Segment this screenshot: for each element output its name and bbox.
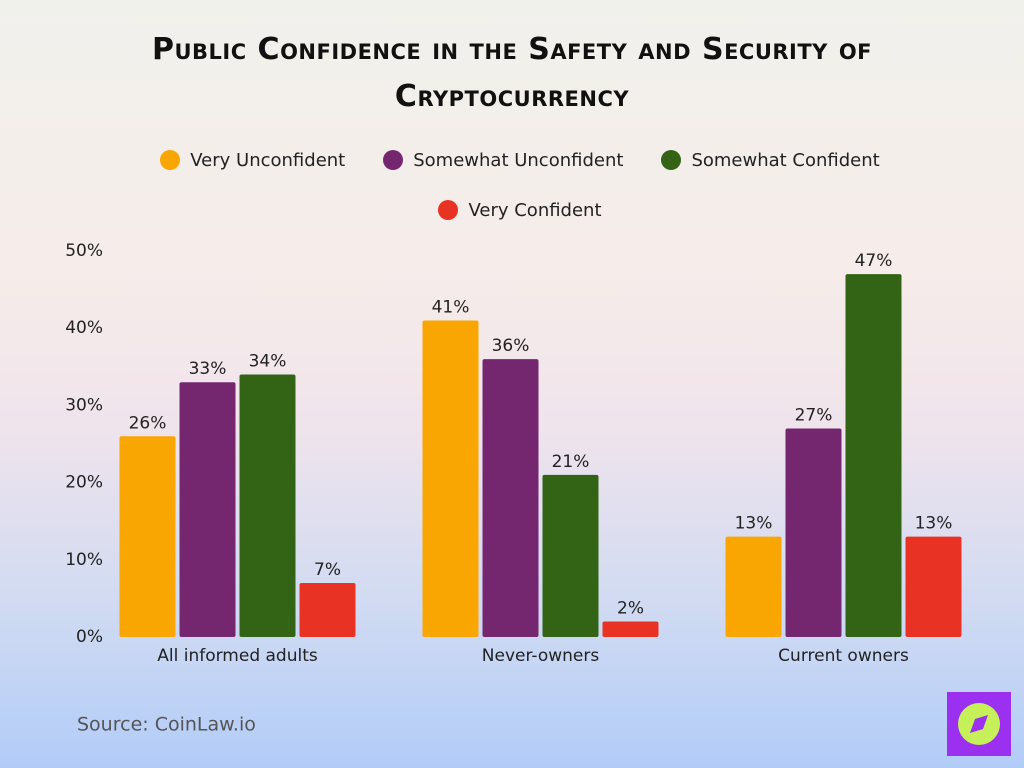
value-label: 13%	[915, 514, 953, 534]
bar	[179, 382, 236, 637]
legend-label: Very Unconfident	[190, 149, 346, 171]
bar	[602, 621, 659, 637]
y-tick-label: 30%	[65, 395, 103, 415]
bar	[785, 428, 842, 637]
value-label: 13%	[735, 514, 773, 534]
value-label: 41%	[432, 297, 470, 317]
bar	[725, 536, 782, 637]
y-tick-label: 0%	[76, 627, 103, 647]
logo	[947, 692, 1011, 756]
bar	[119, 436, 176, 637]
bar	[542, 474, 599, 637]
chart-title: Public Confidence in the Safety and Secu…	[151, 32, 873, 114]
value-label: 26%	[129, 413, 167, 433]
legend-label: Somewhat Unconfident	[413, 149, 624, 171]
bar	[239, 374, 296, 637]
legend-marker	[160, 150, 181, 170]
legend-label: Somewhat Confident	[691, 149, 880, 171]
bar	[422, 320, 479, 637]
legend-label: Very Confident	[468, 199, 602, 221]
x-tick-label: Current owners	[778, 646, 909, 666]
source: Source: CoinLaw.io	[77, 714, 256, 736]
legend-marker	[438, 200, 459, 220]
value-label: 21%	[552, 452, 590, 472]
y-tick-label: 10%	[65, 550, 103, 570]
value-label: 27%	[795, 406, 833, 426]
legend-item: Very Unconfident	[160, 148, 345, 172]
legend-marker	[383, 150, 404, 170]
legend-item: Very Confident	[438, 198, 602, 222]
x-tick-label: Never-owners	[482, 646, 600, 666]
y-tick-label: 40%	[65, 318, 103, 338]
value-label: 2%	[617, 599, 644, 619]
x-tick-label: All informed adults	[157, 646, 318, 666]
legend-item: Somewhat Confident	[661, 148, 880, 172]
legend: Very Unconfident Somewhat Unconfident Some…	[120, 148, 920, 222]
value-label: 36%	[492, 336, 530, 356]
logo-needle	[970, 715, 988, 733]
value-label: 47%	[855, 251, 893, 271]
bar	[845, 274, 902, 637]
value-label: 33%	[189, 359, 227, 379]
value-label: 34%	[249, 352, 287, 372]
y-tick-label: 20%	[65, 473, 103, 493]
y-tick-label: 50%	[65, 241, 103, 261]
bar	[482, 359, 539, 637]
bar	[299, 582, 356, 637]
legend-item: Somewhat Unconfident	[383, 148, 623, 172]
bar	[905, 536, 962, 637]
legend-marker	[661, 150, 682, 170]
value-label: 7%	[314, 560, 341, 580]
